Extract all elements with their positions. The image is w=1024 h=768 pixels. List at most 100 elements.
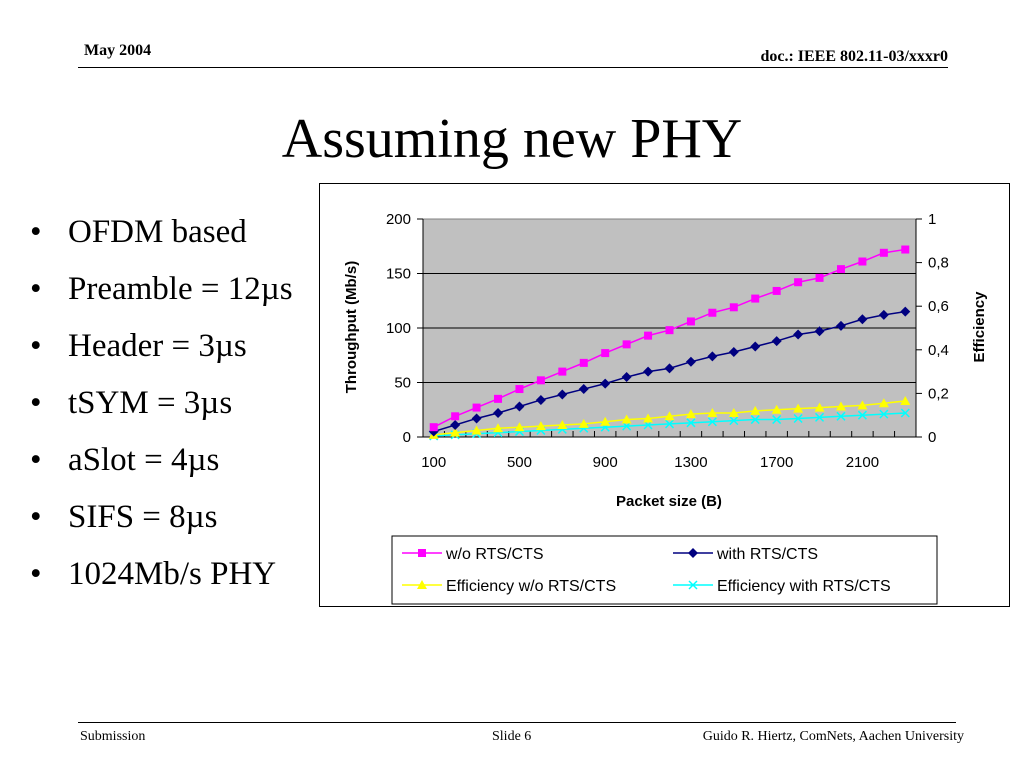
legend-label: Efficiency w/o RTS/CTS (446, 578, 616, 595)
data-point (729, 416, 739, 426)
data-point (643, 366, 654, 377)
data-point (578, 418, 589, 428)
data-point (878, 398, 889, 408)
data-point (814, 402, 825, 412)
data-point (686, 317, 695, 326)
data-point (707, 351, 718, 362)
data-point (857, 410, 867, 420)
legend-box (391, 535, 938, 605)
x-tick-label: 100 (421, 454, 446, 471)
legend-label: with RTS/CTS (716, 546, 818, 563)
data-point (815, 273, 824, 282)
y2-tick-label: 0,2 (928, 385, 949, 402)
y-tick-label: 150 (386, 266, 411, 283)
data-point (535, 421, 546, 431)
footer-author: Guido R. Hiertz, ComNets, Aachen Univers… (702, 729, 964, 744)
data-point (815, 412, 825, 422)
x-tick-label: 2100 (846, 454, 879, 471)
data-point (622, 340, 631, 349)
y2-tick-label: 0,8 (928, 255, 949, 272)
y2-tick-label: 0,6 (928, 298, 949, 315)
data-point (578, 384, 589, 395)
y2-axis-label: Efficiency (971, 291, 988, 363)
header-date: May 2004 (84, 42, 152, 59)
data-point (514, 401, 525, 412)
header-rule (78, 67, 948, 68)
data-point (557, 389, 568, 400)
data-point (493, 408, 504, 419)
bullet-item: tSYM = 3µs (26, 385, 298, 422)
data-point (900, 408, 910, 418)
data-point (835, 401, 846, 411)
data-point (450, 427, 461, 437)
data-point (793, 403, 804, 413)
y-tick-label: 50 (394, 375, 411, 392)
data-point (793, 413, 803, 424)
footer-submission: Submission (80, 729, 146, 744)
data-point (728, 408, 739, 418)
data-point (707, 408, 718, 418)
data-point (750, 341, 761, 352)
bullet-item: Preamble = 12µs (26, 271, 298, 308)
footer-slide-number: Slide 6 (492, 729, 532, 744)
data-point (664, 419, 675, 429)
data-point (900, 306, 911, 317)
y2-tick-label: 0 (928, 429, 936, 446)
data-point (494, 394, 503, 403)
data-point (771, 404, 782, 414)
data-point (708, 308, 717, 317)
data-point (879, 409, 889, 419)
data-point (879, 248, 888, 257)
data-point (535, 394, 546, 405)
data-point (751, 294, 760, 303)
data-point (685, 356, 696, 367)
data-point (707, 417, 717, 427)
x-tick-label: 1700 (760, 454, 793, 471)
y-tick-label: 200 (386, 211, 411, 228)
data-point (536, 376, 545, 385)
y-tick-label: 0 (403, 429, 411, 446)
data-point (558, 367, 567, 376)
bullet-item: SIFS = 8µs (26, 499, 298, 536)
data-point (644, 331, 653, 340)
data-point (901, 245, 910, 254)
data-point (601, 349, 610, 358)
data-point (878, 309, 889, 320)
data-point (557, 420, 568, 430)
data-point (686, 418, 696, 428)
data-point (600, 378, 611, 389)
data-point (750, 415, 760, 425)
data-point (471, 413, 482, 424)
throughput-chart: Throughput (Mb/s) Efficiency Packet size… (343, 211, 988, 605)
bullet-list: OFDM based Preamble = 12µs Header = 3µs … (26, 214, 358, 613)
x-tick-label: 900 (593, 454, 618, 471)
data-point (514, 422, 525, 432)
legend-label: w/o RTS/CTS (445, 546, 544, 563)
bullet-item: aSlot = 4µs (26, 442, 298, 479)
legend-swatch-marker (417, 580, 427, 589)
data-point (450, 420, 461, 431)
data-point (600, 416, 611, 426)
data-point (858, 257, 867, 266)
data-point (621, 372, 632, 383)
y-tick-label: 100 (386, 320, 411, 337)
legend-swatch-marker (688, 548, 698, 558)
data-point (750, 405, 761, 415)
data-point (493, 423, 504, 433)
legend-swatch-marker (688, 580, 698, 590)
bullet-item: OFDM based (26, 214, 298, 251)
footer-rule (78, 722, 956, 723)
data-point (471, 425, 482, 435)
y-axis-label: Throughput (Mb/s) (343, 261, 360, 393)
data-point (794, 278, 803, 287)
bullet-item: Header = 3µs (26, 328, 298, 365)
y2-tick-label: 0,4 (928, 342, 949, 359)
data-point (857, 400, 868, 410)
data-point (814, 326, 825, 337)
data-point (729, 303, 738, 312)
legend-swatch-marker (418, 549, 426, 557)
data-point (772, 286, 781, 295)
data-point (772, 415, 782, 425)
data-point (685, 409, 696, 419)
data-point (836, 411, 846, 421)
